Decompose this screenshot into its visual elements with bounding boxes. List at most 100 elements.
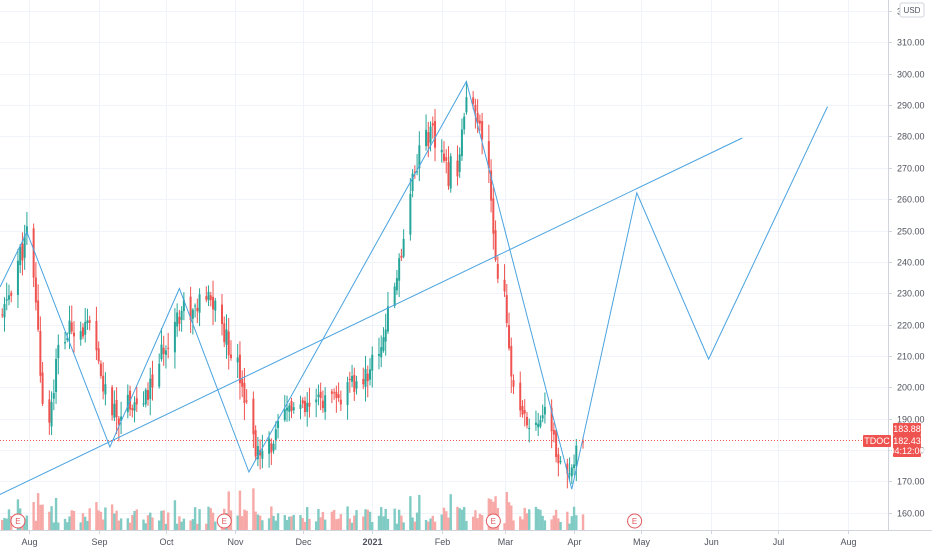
volume-bar <box>214 521 217 530</box>
candle-body <box>286 407 289 411</box>
volume-bar <box>397 509 401 530</box>
candle-body <box>402 238 405 257</box>
candle-body <box>487 141 490 169</box>
candle-body <box>348 378 351 381</box>
candle-body <box>425 129 428 147</box>
time-axis[interactable]: Aug Sep Oct Nov Dec 2021 Feb Mar Apr May Jun Jul Aug <box>21 530 857 547</box>
volume-bar <box>568 523 571 530</box>
volume-bar <box>81 513 85 530</box>
volume-bar <box>119 518 123 530</box>
volume-bar <box>39 504 42 530</box>
volume-bar <box>209 508 212 530</box>
drawn-lines[interactable] <box>0 80 828 496</box>
volume-bar <box>512 520 515 530</box>
volume-bar <box>276 513 280 530</box>
candle-body <box>508 325 511 349</box>
volume-bar <box>182 518 186 530</box>
candle-body <box>539 419 542 427</box>
candle-body <box>393 286 396 307</box>
volume-bar <box>146 515 150 530</box>
volume-bar <box>317 509 320 530</box>
volume-bar <box>402 522 405 530</box>
candle-body <box>135 398 138 405</box>
candle-body <box>523 410 526 414</box>
volume-bar <box>476 518 479 530</box>
candle-body <box>364 369 367 387</box>
volume-bar <box>314 521 318 530</box>
y-tick-label: 200.00 <box>897 383 925 393</box>
candle-body <box>16 260 19 295</box>
y-tick-label: 250.00 <box>897 227 925 237</box>
x-tick-label: Aug <box>21 537 37 547</box>
candle-body <box>366 373 369 382</box>
volume-bar <box>366 509 369 530</box>
volume-bar <box>34 520 38 530</box>
candle-body <box>525 416 528 426</box>
volume-bar <box>503 523 506 530</box>
volume-bar <box>166 512 170 530</box>
volume-bar <box>411 517 414 530</box>
volume-bar <box>149 512 152 530</box>
volume-bar <box>460 509 464 530</box>
volume-bar <box>160 510 163 530</box>
volume-bar <box>48 511 51 530</box>
volume-bar <box>288 516 291 530</box>
candle-body <box>261 451 264 459</box>
x-tick-label: Jun <box>704 537 719 547</box>
candle-body <box>474 104 477 112</box>
volume-bar <box>126 518 130 530</box>
candle-body <box>492 198 495 234</box>
candle-body <box>97 348 100 362</box>
candle-body <box>496 264 499 279</box>
volume-bar <box>427 521 430 530</box>
candle-body <box>413 171 416 173</box>
currency-label[interactable]: USD <box>899 2 925 18</box>
candle-body <box>521 406 524 415</box>
volume-bar <box>386 518 390 530</box>
candle-body <box>81 327 84 337</box>
candle-body <box>395 278 398 291</box>
candle-body <box>534 422 537 425</box>
volume-bar <box>543 520 547 530</box>
candle-body <box>557 454 560 464</box>
candle-body <box>353 374 356 392</box>
volume-bar <box>523 507 526 530</box>
candle-body <box>559 460 562 462</box>
candle-body <box>478 120 481 124</box>
last-price-tag-bg <box>893 423 921 435</box>
volume-bar <box>440 514 443 530</box>
volume-bars <box>1 488 585 530</box>
volume-bar <box>131 514 134 530</box>
volume-bar <box>41 504 44 530</box>
candle-body <box>209 295 212 301</box>
last-price-tag: 183.88 <box>893 424 921 434</box>
y-tick-label: 270.00 <box>897 164 925 174</box>
volume-bar <box>267 518 271 530</box>
volume-bar <box>193 507 197 530</box>
volume-bar <box>117 520 121 530</box>
volume-bar <box>415 512 419 530</box>
volume-bar <box>95 502 98 530</box>
volume-bar <box>133 511 136 530</box>
volume-bar <box>128 522 132 530</box>
candle-body <box>7 295 10 300</box>
candle-body <box>512 380 515 387</box>
candle-body <box>115 399 118 418</box>
candle-body <box>351 375 354 382</box>
candle-body <box>268 438 271 454</box>
candle-body <box>198 294 201 313</box>
x-tick-label: Oct <box>159 537 174 547</box>
volume-bar <box>272 515 275 530</box>
volume-bar <box>261 520 264 530</box>
candle-body <box>158 363 161 387</box>
volume-bar <box>471 516 475 530</box>
candle-body <box>299 404 302 409</box>
candle-body <box>319 391 322 399</box>
candle-body <box>301 400 304 404</box>
candle-body <box>113 403 116 418</box>
countdown-tag: 04:12:00 <box>889 446 924 456</box>
volume-bar <box>465 520 468 530</box>
y-tick-label: 190.00 <box>897 415 925 425</box>
